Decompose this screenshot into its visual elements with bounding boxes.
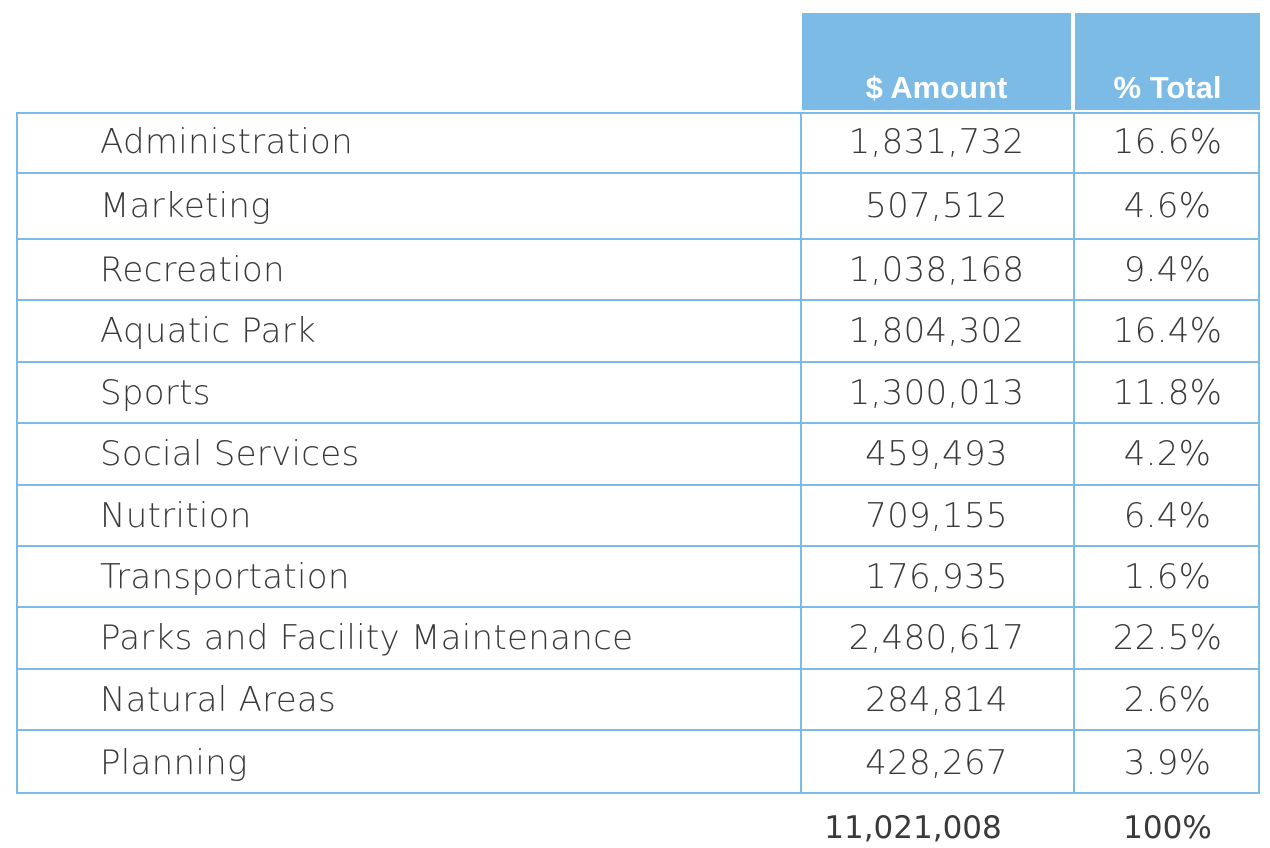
row-amount: 428,267: [865, 742, 1008, 783]
table-row: Parks and Facility Maintenance 2,480,617 2…: [16, 608, 1260, 670]
table-row: Planning 428,267 3.9%: [16, 731, 1260, 794]
row-category-name: Aquatic Park: [100, 311, 316, 351]
row-category-name: Social Services: [100, 434, 360, 474]
budget-table-grid: [16, 112, 1260, 794]
table-row: Social Services 459,493 4.2%: [16, 424, 1260, 486]
table-row: Aquatic Park 1,804,302 16.4%: [16, 301, 1260, 363]
row-amount: 459,493: [865, 434, 1008, 474]
row-percent: 6.4%: [1123, 495, 1212, 536]
row-percent: 1.6%: [1123, 556, 1212, 597]
total-percent: 100%: [1123, 810, 1212, 846]
row-percent: 9.4%: [1123, 249, 1212, 290]
row-amount: 507,512: [865, 186, 1008, 226]
column-divider-amount: [800, 112, 802, 794]
row-category-name: Natural Areas: [100, 679, 337, 720]
column-divider-percent: [1073, 112, 1075, 794]
row-amount: 2,480,617: [848, 618, 1025, 658]
row-percent: 3.9%: [1123, 742, 1212, 783]
row-percent: 2.6%: [1123, 679, 1212, 720]
row-amount: 176,935: [865, 556, 1008, 597]
table-row: Natural Areas 284,814 2.6%: [16, 670, 1260, 731]
row-percent: 22.5%: [1112, 618, 1223, 658]
percent-column-header: % Total: [1075, 13, 1260, 110]
row-amount: 1,804,302: [848, 311, 1025, 351]
row-amount: 284,814: [865, 679, 1008, 720]
row-amount: 709,155: [865, 495, 1008, 536]
row-category-name: Transportation: [100, 556, 350, 597]
percent-header-label: % Total: [1113, 70, 1222, 105]
row-amount: 1,831,732: [848, 122, 1025, 162]
amount-header-label: $ Amount: [865, 70, 1008, 105]
row-category-name: Nutrition: [100, 495, 252, 536]
table-row: Marketing 507,512 4.6%: [16, 174, 1260, 240]
row-category-name: Administration: [100, 122, 353, 162]
row-percent: 11.8%: [1112, 372, 1223, 413]
row-category-name: Recreation: [100, 249, 285, 290]
table-row: Administration 1,831,732 16.6%: [16, 112, 1260, 174]
row-percent: 16.4%: [1112, 311, 1223, 351]
table-row: Recreation 1,038,168 9.4%: [16, 240, 1260, 301]
table-row: Nutrition 709,155 6.4%: [16, 486, 1260, 547]
row-amount: 1,300,013: [848, 372, 1025, 413]
row-percent: 4.2%: [1123, 434, 1212, 474]
table-row: Sports 1,300,013 11.8%: [16, 363, 1260, 424]
row-category-name: Marketing: [100, 186, 271, 226]
table-row: Transportation 176,935 1.6%: [16, 547, 1260, 608]
row-percent: 16.6%: [1112, 122, 1223, 162]
row-amount: 1,038,168: [848, 249, 1025, 290]
row-category-name: Sports: [100, 372, 211, 413]
row-percent: 4.6%: [1123, 186, 1212, 226]
row-category-name: Parks and Facility Maintenance: [100, 618, 634, 658]
row-category-name: Planning: [100, 742, 248, 783]
amount-column-header: $ Amount: [802, 13, 1071, 110]
total-amount: 11,021,008: [824, 810, 1002, 846]
